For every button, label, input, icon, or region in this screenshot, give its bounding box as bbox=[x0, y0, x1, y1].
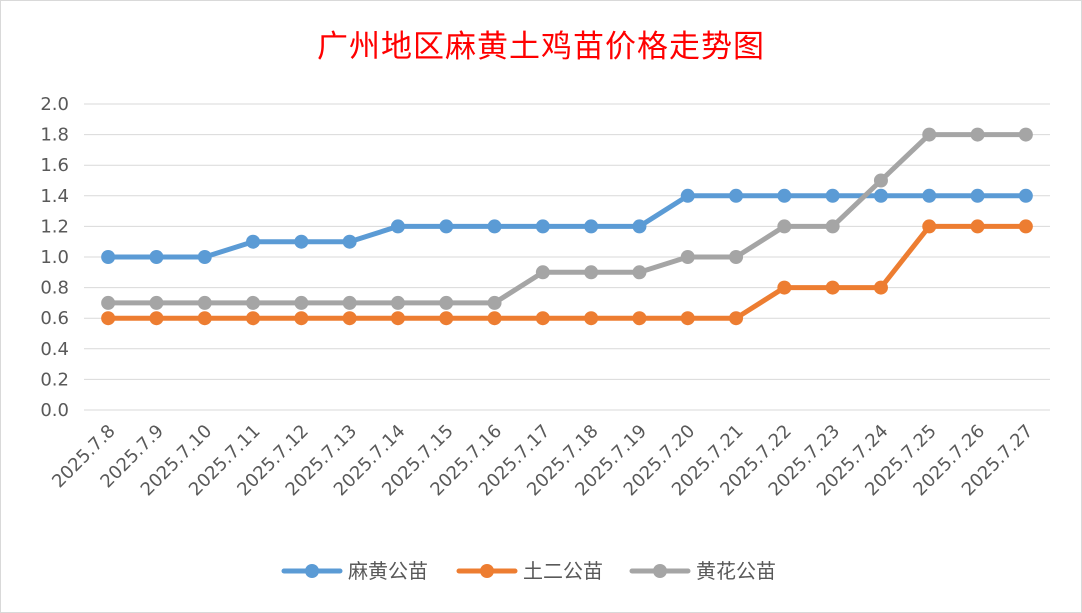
legend-label: 黄花公苗 bbox=[696, 559, 776, 583]
data-point bbox=[342, 311, 357, 326]
data-point bbox=[632, 265, 647, 280]
y-tick-label: 2.0 bbox=[40, 94, 69, 115]
data-point bbox=[680, 311, 695, 326]
legend-label: 土二公苗 bbox=[523, 559, 603, 583]
data-point bbox=[825, 219, 840, 234]
data-point bbox=[439, 295, 454, 310]
data-point bbox=[777, 219, 792, 234]
data-point bbox=[487, 219, 502, 234]
data-point bbox=[584, 265, 599, 280]
data-point bbox=[825, 280, 840, 295]
data-point bbox=[197, 295, 212, 310]
data-point bbox=[873, 280, 888, 295]
data-point bbox=[149, 311, 164, 326]
series-line bbox=[105, 132, 1029, 306]
y-tick-label: 1.2 bbox=[40, 216, 69, 237]
data-point bbox=[294, 234, 309, 249]
data-point bbox=[535, 219, 550, 234]
legend-marker bbox=[480, 564, 494, 578]
data-point bbox=[390, 295, 405, 310]
data-point bbox=[294, 295, 309, 310]
data-point bbox=[970, 188, 985, 203]
data-point bbox=[632, 311, 647, 326]
data-point bbox=[197, 250, 212, 264]
y-tick-label: 1.0 bbox=[40, 247, 69, 268]
data-point bbox=[680, 250, 695, 264]
data-point bbox=[922, 127, 937, 142]
data-point bbox=[632, 219, 647, 234]
data-point bbox=[487, 295, 502, 310]
data-point bbox=[729, 250, 744, 264]
series-line bbox=[105, 193, 1029, 260]
data-point bbox=[873, 188, 888, 203]
data-point bbox=[487, 311, 502, 326]
data-point bbox=[535, 265, 550, 280]
y-tick-label: 1.6 bbox=[40, 155, 69, 176]
data-point bbox=[390, 311, 405, 326]
legend-label: 麻黄公苗 bbox=[348, 559, 428, 583]
data-point bbox=[1018, 219, 1033, 234]
y-tick-label: 0.8 bbox=[40, 278, 69, 299]
data-point bbox=[680, 188, 695, 203]
data-point bbox=[729, 188, 744, 203]
series-line bbox=[105, 223, 1029, 321]
data-point bbox=[1018, 127, 1033, 142]
data-point bbox=[439, 311, 454, 326]
legend-marker bbox=[653, 564, 667, 578]
chart-title: 广州地区麻黄土鸡苗价格走势图 bbox=[317, 29, 765, 65]
data-point bbox=[729, 311, 744, 326]
data-point bbox=[342, 295, 357, 310]
data-point bbox=[101, 295, 116, 310]
data-point bbox=[873, 173, 888, 188]
data-point bbox=[246, 295, 261, 310]
y-tick-label: 0.2 bbox=[40, 369, 69, 390]
data-point bbox=[1018, 188, 1033, 203]
data-point bbox=[390, 219, 405, 234]
data-point bbox=[149, 295, 164, 310]
y-tick-label: 0.6 bbox=[40, 308, 69, 329]
data-point bbox=[246, 311, 261, 326]
data-point bbox=[970, 127, 985, 142]
data-point bbox=[584, 219, 599, 234]
data-point bbox=[149, 250, 164, 264]
data-point bbox=[777, 188, 792, 203]
data-point bbox=[197, 311, 212, 326]
data-point bbox=[294, 311, 309, 326]
data-point bbox=[922, 188, 937, 203]
legend-marker bbox=[305, 564, 319, 578]
data-point bbox=[535, 311, 550, 326]
data-point bbox=[922, 219, 937, 234]
data-point bbox=[584, 311, 599, 326]
y-tick-label: 0.4 bbox=[40, 339, 69, 360]
data-point bbox=[101, 250, 116, 264]
data-point bbox=[439, 219, 454, 234]
data-point bbox=[777, 280, 792, 295]
data-point bbox=[342, 234, 357, 249]
y-tick-label: 0.0 bbox=[40, 400, 69, 421]
data-point bbox=[970, 219, 985, 234]
y-tick-label: 1.4 bbox=[40, 186, 69, 207]
data-point bbox=[825, 188, 840, 203]
y-tick-label: 1.8 bbox=[40, 125, 69, 146]
data-point bbox=[246, 234, 261, 249]
data-point bbox=[101, 311, 116, 326]
